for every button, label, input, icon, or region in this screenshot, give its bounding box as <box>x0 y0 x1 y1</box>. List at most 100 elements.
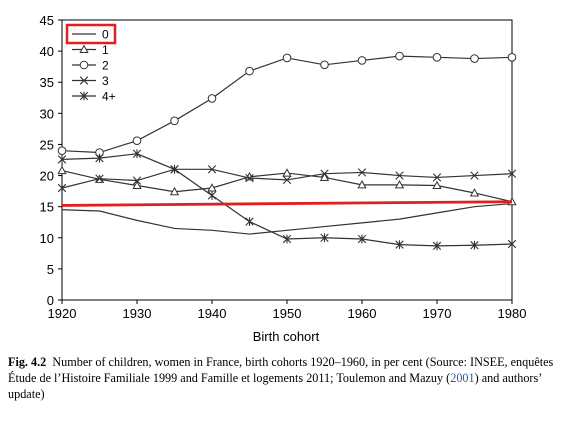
data-point <box>394 180 405 189</box>
x-axis: 1920 1930 1940 1950 1960 1970 1980 <box>48 300 527 321</box>
data-point <box>207 191 217 200</box>
data-point <box>207 183 217 192</box>
x-tick-label: 1960 <box>348 306 377 321</box>
legend-label: 1 <box>102 43 109 57</box>
data-point <box>507 169 517 178</box>
data-point <box>57 154 67 164</box>
data-point <box>170 116 179 126</box>
y-tick-label: 5 <box>47 262 54 277</box>
x-tick-label: 1920 <box>48 306 77 321</box>
data-point <box>132 149 142 159</box>
data-point <box>432 241 442 251</box>
data-point <box>170 164 179 174</box>
data-point <box>320 60 329 70</box>
legend-entry-2: 2 <box>72 59 109 73</box>
data-point <box>207 165 217 174</box>
y-axis: 0 5 10 15 20 25 30 35 40 45 <box>40 13 62 308</box>
data-point <box>207 94 217 103</box>
y-tick-label: 10 <box>40 231 54 246</box>
data-point <box>57 183 67 193</box>
data-point <box>245 173 254 183</box>
data-point <box>57 146 67 155</box>
data-point <box>320 233 329 243</box>
data-point <box>470 240 479 250</box>
legend-entry-1: 1 <box>72 43 109 57</box>
x-tick-label: 1950 <box>273 306 302 321</box>
data-point <box>79 44 89 54</box>
legend-label: 3 <box>102 74 109 88</box>
legend-entry-4: 4+ <box>72 90 116 104</box>
x-tick-label: 1970 <box>423 306 452 321</box>
series-3 <box>57 165 517 193</box>
figure-label: Fig. 4.2 <box>8 355 47 369</box>
data-point <box>79 91 89 101</box>
data-point <box>245 217 254 226</box>
figure-caption: Fig. 4.2 Number of children, women in Fr… <box>8 354 564 402</box>
series-0 <box>61 202 513 235</box>
legend-entry-0: 0 <box>72 28 109 42</box>
y-tick-label: 15 <box>40 200 54 215</box>
caption-text: Number of children, women in France, bir… <box>8 355 554 385</box>
legend-highlight-box <box>65 23 117 45</box>
data-point <box>507 239 517 249</box>
y-tick-label: 30 <box>40 106 54 121</box>
data-point <box>95 153 104 163</box>
x-axis-title: Birth cohort <box>253 329 320 344</box>
y-tick-label: 35 <box>40 75 54 90</box>
data-point <box>432 53 442 62</box>
data-point <box>470 54 479 63</box>
y-tick-label: 20 <box>40 169 54 184</box>
x-tick-label: 1930 <box>123 306 152 321</box>
data-point <box>432 173 442 182</box>
data-point <box>395 240 404 250</box>
series-layer <box>57 51 517 251</box>
data-point <box>395 51 404 61</box>
series-line <box>61 202 513 235</box>
data-point <box>132 136 142 146</box>
data-point <box>357 56 367 65</box>
legend: 01 23 4+ <box>65 23 117 104</box>
legend-label: 4+ <box>102 90 116 104</box>
x-tick-label: 1980 <box>498 306 527 321</box>
data-point <box>282 175 292 185</box>
data-point <box>95 174 104 183</box>
series-4 <box>57 149 517 251</box>
series-1 <box>57 165 517 206</box>
data-point <box>57 165 67 175</box>
data-point <box>395 171 404 180</box>
legend-label: 2 <box>102 59 109 73</box>
reference-link[interactable]: 2001 <box>450 371 475 385</box>
data-point <box>282 53 292 63</box>
data-point <box>79 76 89 85</box>
highlight-line <box>61 200 513 207</box>
data-point <box>282 168 292 177</box>
series-2 <box>57 51 517 157</box>
legend-label: 0 <box>102 28 109 42</box>
data-point <box>357 234 367 244</box>
x-tick-label: 1940 <box>198 306 227 321</box>
data-point <box>507 53 517 62</box>
series-line <box>61 153 513 247</box>
data-point <box>469 188 480 197</box>
data-point <box>319 172 330 181</box>
data-point <box>470 171 479 180</box>
data-point <box>320 169 329 178</box>
data-point <box>357 168 367 177</box>
data-point <box>432 180 442 190</box>
legend-entry-3: 3 <box>72 74 109 88</box>
y-tick-label: 0 <box>47 293 54 308</box>
data-point <box>132 176 142 185</box>
caption-text-end: ) and authors’ update) <box>8 371 542 401</box>
y-tick-label: 45 <box>40 13 54 28</box>
data-point <box>169 186 180 196</box>
data-point <box>357 180 367 189</box>
data-point <box>132 180 142 190</box>
annotation-layer <box>61 200 513 207</box>
data-point <box>245 66 254 76</box>
chart: 1920 1930 1940 1950 1960 1970 1980 05101520253… <box>40 13 527 344</box>
data-point <box>282 234 292 244</box>
y-tick-label: 25 <box>40 137 54 152</box>
series-line <box>61 55 513 154</box>
y-tick-label: 40 <box>40 44 54 59</box>
data-point <box>79 60 89 70</box>
